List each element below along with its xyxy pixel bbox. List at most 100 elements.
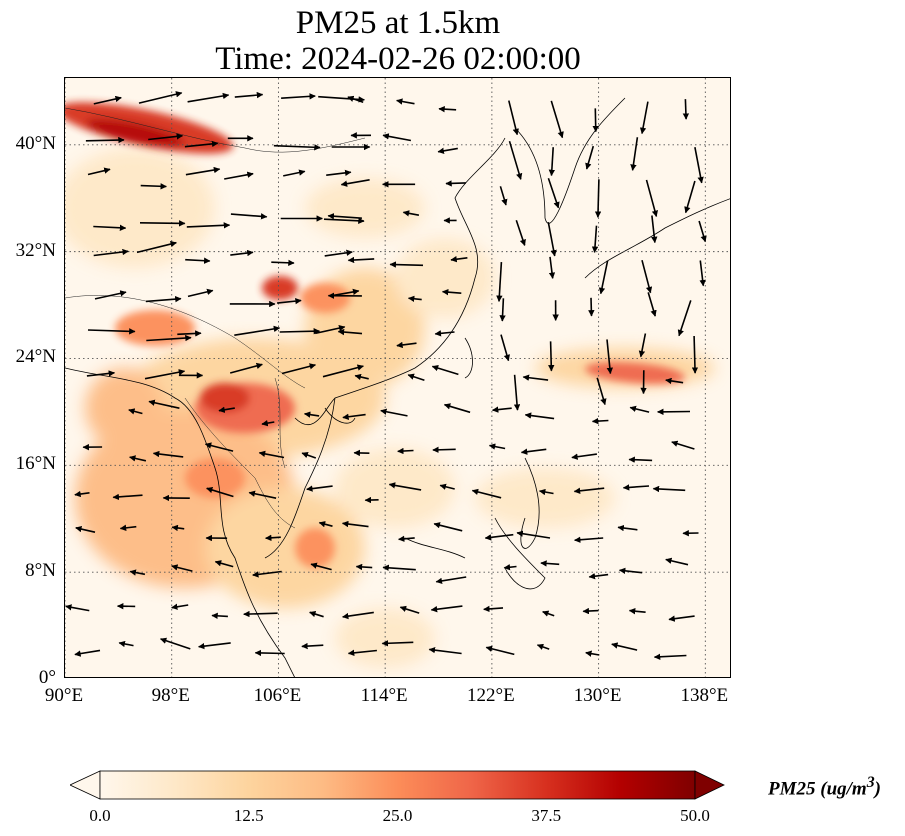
wind-arrow [318, 521, 333, 528]
wind-arrow [698, 220, 707, 243]
wind-arrow [86, 370, 116, 377]
coastlines [65, 97, 730, 677]
wind-arrow [129, 455, 147, 462]
wind-arrow [75, 525, 96, 533]
wind-arrow [484, 533, 514, 541]
wind-arrow [433, 522, 463, 532]
wind-arrow [171, 524, 185, 532]
wind-arrow [354, 373, 369, 381]
y-tick-label: 0° [38, 667, 56, 688]
wind-arrow [326, 169, 352, 177]
wind-arrow [628, 607, 646, 615]
wind-arrow [93, 248, 129, 257]
wind-arrow [118, 640, 134, 648]
wind-arrow [211, 612, 228, 620]
wind-arrow [574, 536, 604, 543]
wind-arrow [611, 642, 638, 651]
wind-arrow [571, 453, 598, 460]
wind-arrow [522, 374, 549, 381]
wind-arrow [230, 213, 268, 220]
wind-arrow [347, 649, 377, 656]
wind-arrow [144, 369, 186, 380]
wind-arrow [437, 147, 458, 154]
wind-arrow [694, 147, 704, 184]
wind-arrow [548, 147, 556, 177]
wind-arrow [224, 171, 254, 180]
colorbar-tick-label: 50.0 [680, 806, 710, 825]
wind-arrow [483, 605, 504, 613]
wind-arrow [279, 328, 321, 335]
x-tick-label: 114°E [360, 685, 408, 706]
wind-arrow [261, 419, 275, 427]
map-title: PM25 at 1.5km [295, 5, 501, 41]
wind-arrow [347, 256, 375, 264]
wind-arrow [186, 222, 231, 229]
wind-arrow [234, 91, 264, 99]
x-tick-label: 138°E [680, 685, 729, 706]
wind-arrow [310, 562, 332, 571]
wind-arrow [536, 643, 550, 650]
wind-arrow [538, 488, 554, 496]
wind-arrow [665, 557, 689, 566]
wind-arrow [396, 341, 417, 349]
wind-arrow [443, 403, 471, 414]
wind-arrow [185, 166, 221, 176]
wind-arrow [550, 100, 564, 139]
wind-arrow [596, 377, 607, 406]
wind-arrow [445, 180, 466, 187]
wind-arrow [629, 405, 650, 413]
wind-arrow [93, 224, 127, 232]
wind-arrow [177, 330, 202, 337]
wind-arrow [641, 259, 653, 294]
wind-arrow [324, 249, 353, 257]
wind-arrow [206, 486, 234, 498]
wind-arrow [665, 377, 684, 385]
y-tick-label: 16°N [15, 453, 56, 475]
wind-arrow [254, 649, 285, 657]
wind-arrow [598, 260, 609, 295]
y-tick-label: 40°N [15, 132, 56, 154]
wind-arrow [309, 610, 324, 618]
wind-arrow [306, 485, 333, 492]
wind-arrow [645, 179, 658, 218]
wind-arrow [491, 406, 512, 413]
wind-arrow [647, 292, 657, 317]
wind-arrow [434, 330, 455, 337]
wind-arrow [281, 93, 316, 100]
wind-arrow [677, 300, 692, 337]
wind-arrow [277, 297, 302, 305]
colorbar [70, 770, 725, 800]
wind-arrow [622, 484, 650, 491]
wind-arrow [389, 261, 424, 268]
wind-arrow [243, 610, 278, 618]
wind-arrow [112, 493, 143, 501]
wind-arrow [407, 373, 425, 381]
wind-arrow [301, 452, 317, 459]
wind-arrow [630, 137, 639, 171]
wind-arrow [234, 325, 281, 336]
wind-arrow [639, 101, 649, 135]
wind-arrow [582, 607, 599, 615]
wind-arrow [435, 576, 467, 585]
colorbar-max-extend [694, 770, 725, 800]
wind-arrow [588, 297, 595, 317]
wind-arrow [547, 222, 557, 257]
wind-arrow [171, 564, 193, 572]
wind-arrow [171, 603, 189, 610]
wind-arrow [94, 290, 127, 300]
wind-arrow [327, 213, 362, 220]
wind-arrow [252, 570, 282, 578]
wind-arrow [258, 450, 285, 459]
wind-arrow [588, 573, 609, 580]
wind-arrow [388, 482, 422, 491]
wind-arrow [229, 362, 263, 374]
wind-arrow [653, 653, 687, 661]
wind-arrow [281, 363, 317, 375]
wind-arrow [471, 488, 502, 499]
wind-arrow [488, 443, 506, 450]
wind-arrow [397, 447, 414, 455]
wind-arrow [355, 563, 373, 571]
wind-arrow [402, 210, 420, 217]
wind-arrow [187, 92, 230, 103]
wind-arrow [407, 295, 422, 302]
